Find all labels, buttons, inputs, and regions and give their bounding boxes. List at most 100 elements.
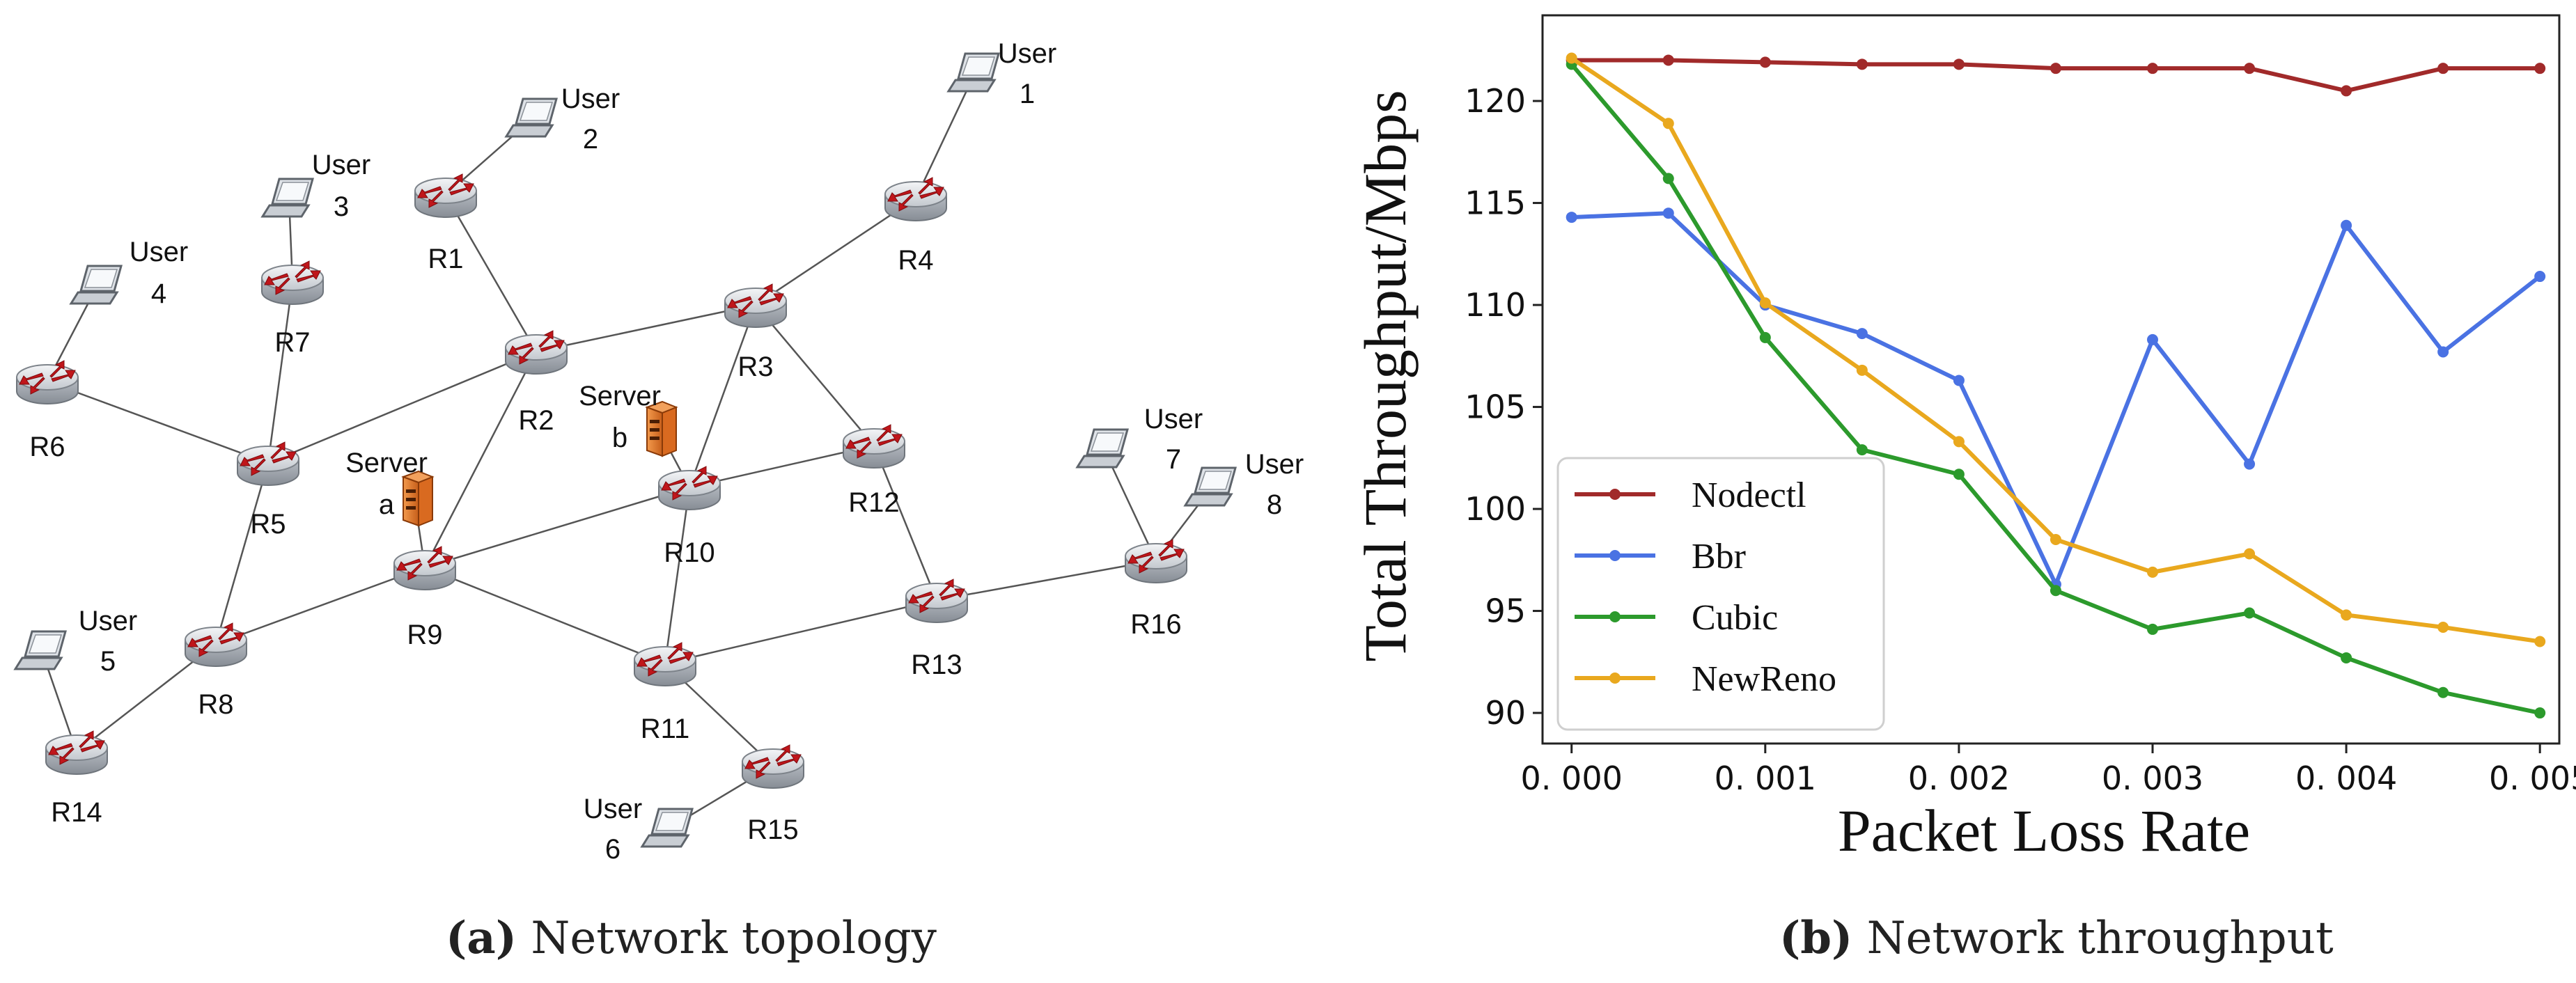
router-r6: R6 — [16, 360, 79, 462]
user-number: 5 — [100, 646, 116, 677]
caption-a-tag: (a) — [446, 912, 517, 964]
link-R10-R11 — [664, 487, 691, 664]
user-u6: User 6 — [584, 794, 694, 865]
y-axis-label: Total Throughput/Mbps — [1352, 90, 1419, 661]
data-point — [1759, 56, 1771, 68]
data-point — [1953, 436, 1965, 448]
router-r5: R5 — [237, 441, 299, 540]
legend-marker — [1609, 550, 1621, 561]
server-icon — [403, 471, 433, 526]
router-icon — [634, 642, 696, 686]
chart-series — [1566, 52, 2546, 719]
y-tick-label: 95 — [1485, 592, 1526, 630]
caption-b-text: Network throughput — [1866, 913, 2334, 964]
link-R9-R10 — [424, 486, 690, 569]
topology-nodes: R1 R2 R3 R4 R5 R6 R7 R8 R9 R10 R11 R12 R13 R14 R15 R16 U… — [14, 38, 1304, 865]
caption-b-tag: (b) — [1779, 912, 1853, 964]
caption-b: (b) Network throughput — [1779, 912, 2334, 964]
data-point — [1953, 375, 1965, 386]
link-R13-R16 — [936, 559, 1157, 601]
user-u4: User 4 — [70, 237, 188, 309]
router-icon — [505, 330, 568, 375]
data-point — [2341, 219, 2352, 231]
data-point — [1566, 212, 1577, 223]
router-label: R3 — [737, 352, 773, 382]
link-R2-R9 — [423, 351, 538, 568]
network-topology-diagram: R1 R2 R3 R4 R5 R6 R7 R8 R9 R10 R11 R12 R13 R14 R15 R16 U… — [14, 38, 1304, 865]
user-u2: User 2 — [505, 84, 620, 155]
data-point — [1953, 469, 1965, 480]
data-point — [2244, 63, 2256, 74]
server-sb: Server b — [579, 381, 677, 457]
router-icon — [905, 579, 968, 623]
y-tick-label: 100 — [1465, 490, 1526, 528]
user-u7: User 7 — [1076, 404, 1203, 475]
user-label: User — [561, 84, 620, 114]
server-sa: Server a — [345, 448, 433, 526]
y-tick-label: 105 — [1465, 388, 1526, 426]
data-point — [2244, 548, 2256, 560]
user-u3: User 3 — [261, 150, 370, 222]
x-tick-label: 0. 001 — [1715, 760, 1816, 797]
x-tick-label: 0. 005 — [2489, 760, 2576, 797]
router-icon — [185, 622, 247, 667]
link-R8-R9 — [215, 566, 426, 645]
legend-label: Nodectl — [1692, 475, 1806, 515]
link-R9-R11 — [424, 566, 666, 665]
data-point — [2437, 686, 2449, 698]
user-number: 1 — [1020, 79, 1035, 109]
data-point — [1662, 207, 1674, 219]
data-point — [2147, 623, 2158, 635]
user-label: User — [584, 794, 642, 824]
laptop-icon — [1184, 466, 1237, 507]
link-R3-R4 — [755, 197, 916, 306]
router-label: R8 — [198, 689, 233, 720]
router-icon — [45, 730, 108, 775]
x-tick-label: 0. 004 — [2295, 760, 2397, 797]
router-icon — [16, 360, 79, 404]
link-U1-R4 — [914, 72, 976, 199]
legend-marker — [1609, 489, 1621, 500]
router-label: R15 — [747, 815, 798, 845]
router-label: R4 — [898, 245, 933, 276]
user-label: User — [130, 237, 188, 267]
data-point — [2534, 636, 2546, 647]
router-icon — [884, 177, 947, 221]
data-point — [2341, 609, 2352, 621]
data-point — [2050, 585, 2061, 597]
series-newreno — [1566, 52, 2546, 647]
legend-item-bbr: Bbr — [1575, 537, 1746, 576]
legend-item-nodectl: Nodectl — [1575, 475, 1806, 515]
link-R3-R10 — [688, 304, 757, 488]
laptop-icon — [70, 265, 123, 305]
data-point — [1856, 444, 1868, 456]
router-r11: R11 — [634, 642, 696, 744]
router-r10: R10 — [658, 466, 721, 568]
data-point — [2437, 63, 2449, 74]
router-icon — [843, 424, 905, 469]
user-number: 4 — [151, 278, 166, 309]
router-r7: R7 — [261, 260, 324, 358]
caption-a: (a) Network topology — [446, 912, 937, 964]
router-r8: R8 — [185, 622, 247, 720]
user-number: 7 — [1166, 444, 1181, 475]
data-point — [1566, 52, 1577, 64]
router-label: R14 — [51, 797, 102, 828]
data-point — [2050, 63, 2061, 74]
data-point — [2341, 652, 2352, 663]
router-icon — [658, 466, 721, 510]
x-tick-label: 0. 002 — [1908, 760, 2010, 797]
legend-marker — [1609, 611, 1621, 622]
laptop-icon — [1076, 428, 1129, 469]
router-icon — [742, 744, 804, 789]
router-label: R13 — [911, 650, 962, 680]
router-r9: R9 — [393, 546, 456, 650]
data-point — [2244, 607, 2256, 619]
series-nodectl — [1566, 54, 2546, 97]
router-r3: R3 — [724, 283, 787, 382]
user-number: 8 — [1267, 489, 1282, 520]
chart-frame — [1541, 14, 2561, 745]
router-r2: R2 — [505, 330, 568, 436]
link-R12-R13 — [873, 445, 938, 601]
legend-item-cubic: Cubic — [1575, 598, 1778, 638]
